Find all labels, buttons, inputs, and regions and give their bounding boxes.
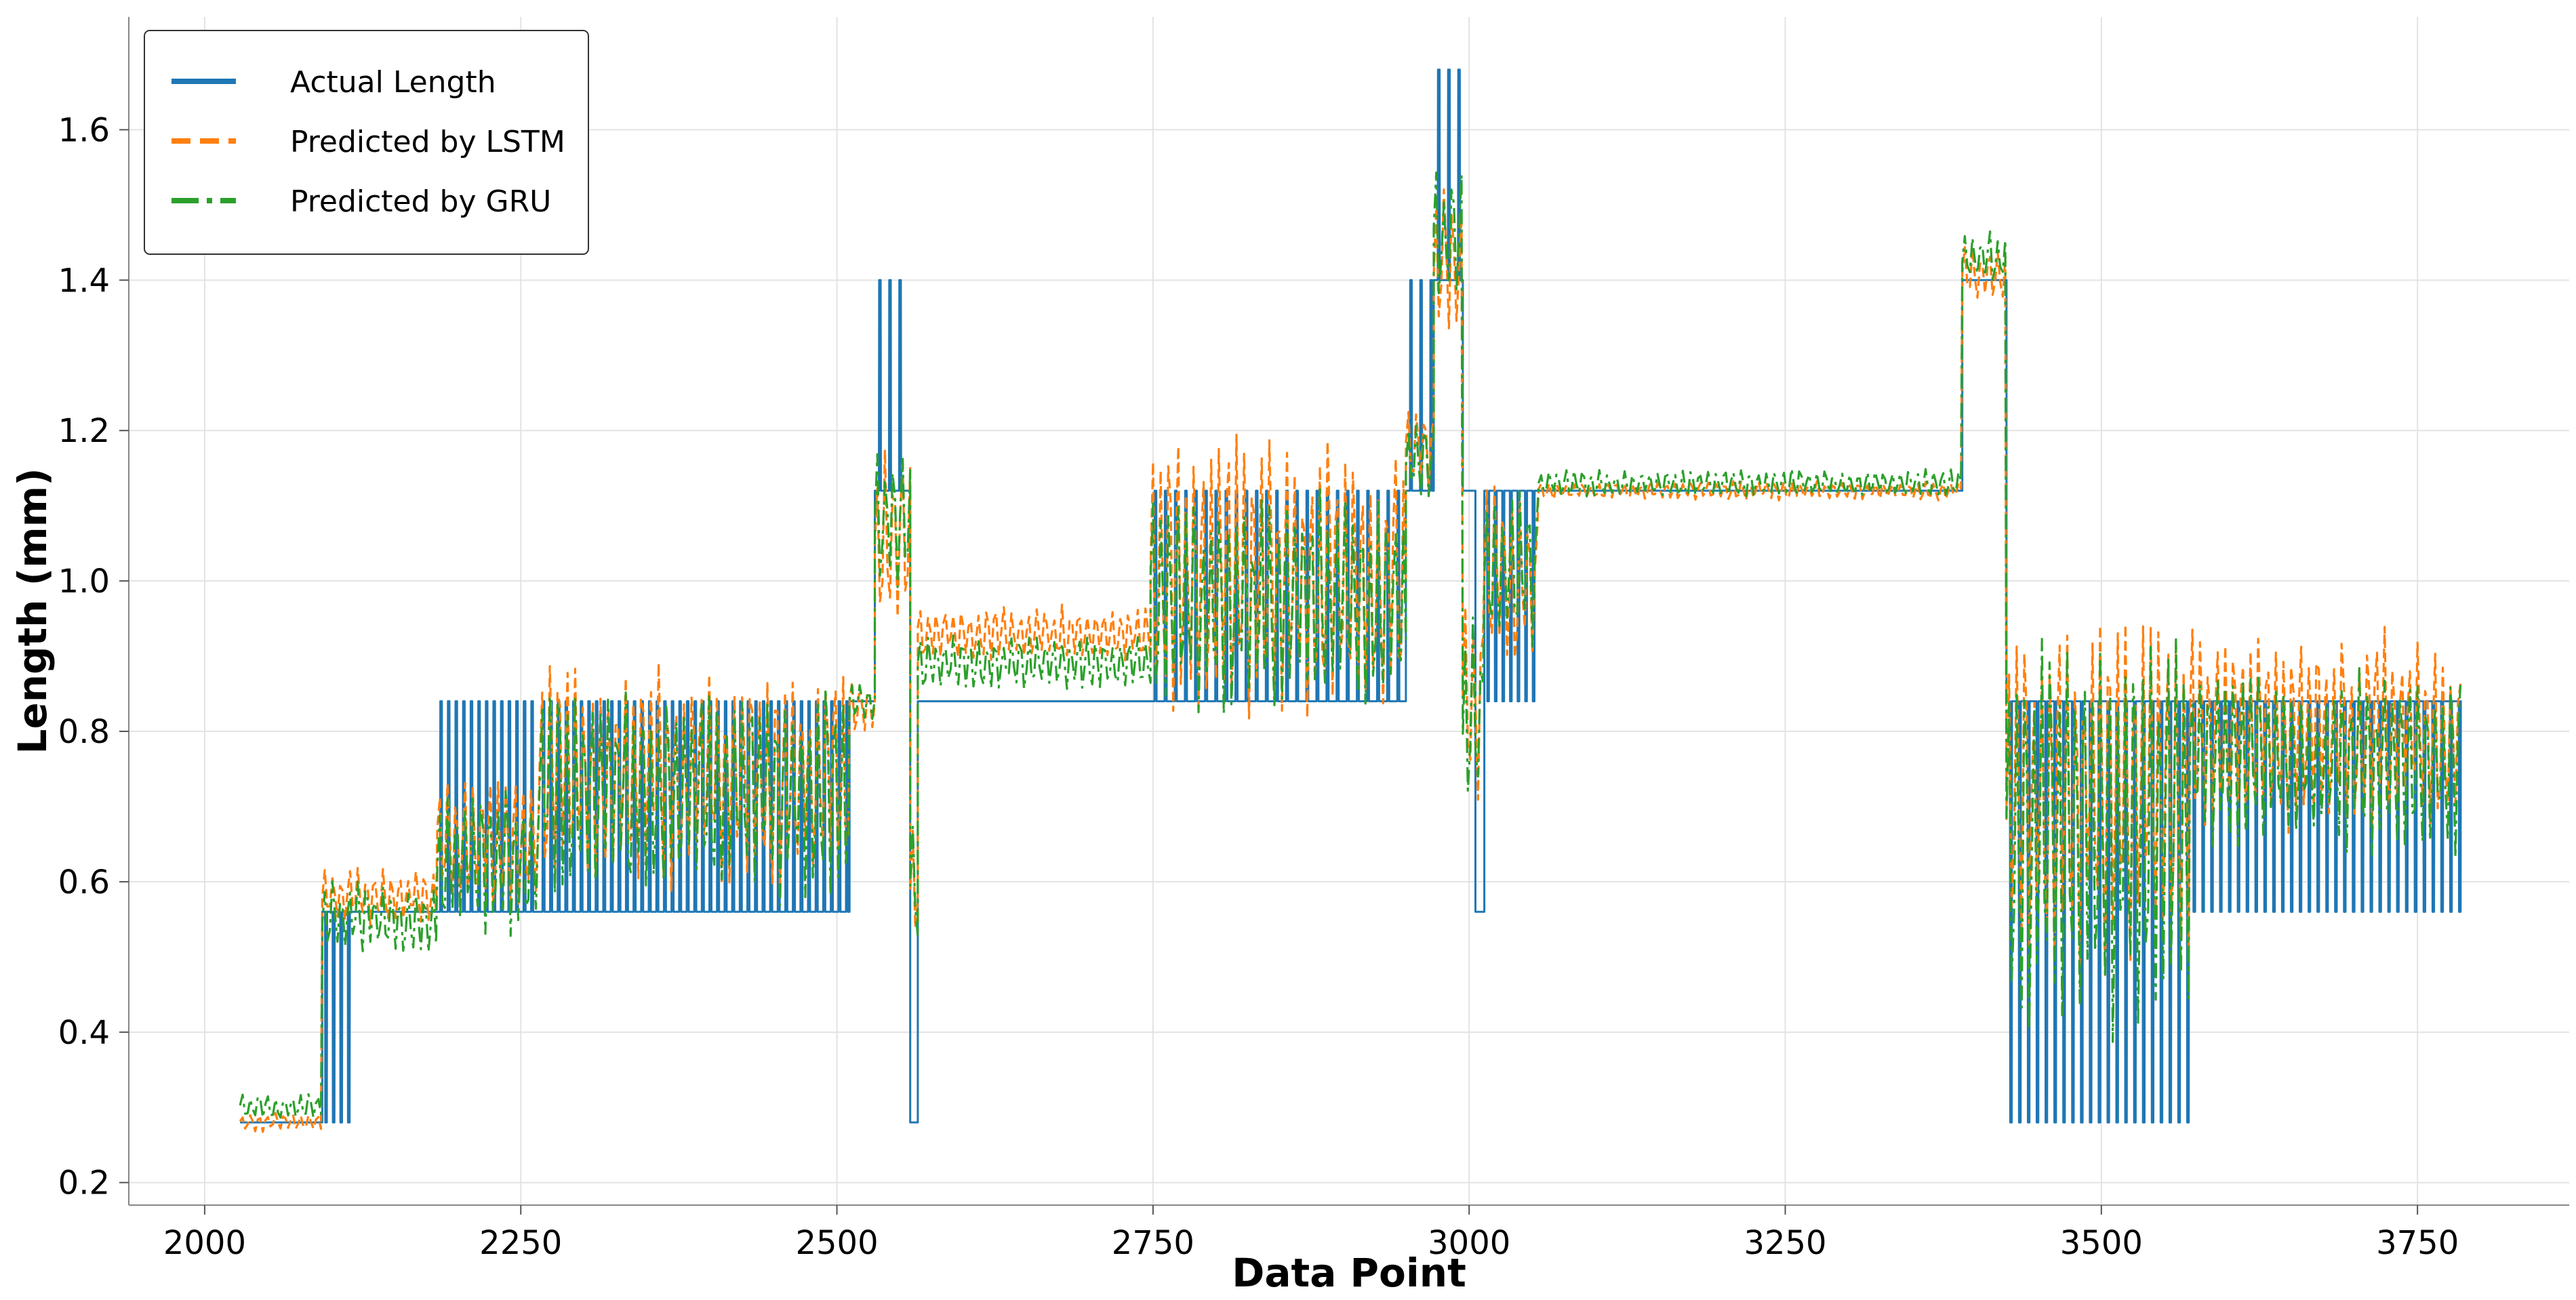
axes <box>128 17 2569 1206</box>
x-tick-label: 3000 <box>1428 1224 1510 1262</box>
series-line-actual-length <box>240 68 2462 1124</box>
x-tick-label: 3750 <box>2376 1224 2459 1262</box>
x-tick-label: 3250 <box>1744 1224 1826 1262</box>
x-tick-label: 2750 <box>1112 1224 1194 1262</box>
y-tick-label: 1.4 <box>58 262 110 300</box>
x-tick-label: 2000 <box>163 1224 246 1262</box>
y-axis-title: Length (mm) <box>9 468 56 754</box>
x-tick-label: 2500 <box>795 1224 878 1262</box>
x-tick-label: 3500 <box>2060 1224 2143 1262</box>
series-line-predicted-by-gru <box>239 171 2462 1119</box>
y-tick-label: 1.0 <box>58 563 110 601</box>
y-tick-label: 1.2 <box>58 412 110 450</box>
legend: Actual Length Predicted by LSTM Predicted … <box>144 30 589 255</box>
legend-label: Predicted by LSTM <box>290 125 565 159</box>
tick-labels: 2000 2250 2500 2750 3000 3250 3500 3750 0.2 0.4 0.… <box>58 111 2459 1262</box>
y-tick-label: 1.6 <box>58 111 110 149</box>
x-tick-label: 2250 <box>479 1224 562 1262</box>
y-tick-label: 0.2 <box>58 1164 110 1202</box>
legend-label: Actual Length <box>290 65 496 100</box>
y-tick-label: 0.8 <box>58 713 110 751</box>
y-tick-label: 0.4 <box>58 1014 110 1052</box>
y-tick-label: 0.6 <box>58 864 110 901</box>
x-axis-title: Data Point <box>1232 1250 1466 1296</box>
legend-label: Predicted by GRU <box>290 184 551 219</box>
legend-box <box>144 30 589 255</box>
series-lines <box>239 68 2462 1133</box>
